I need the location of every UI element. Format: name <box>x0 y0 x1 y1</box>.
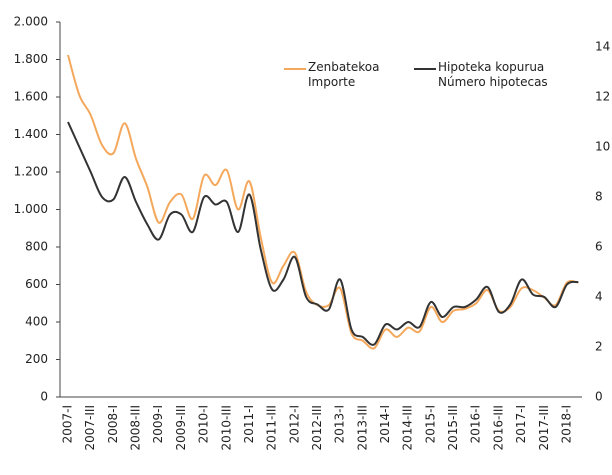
x-tick-label: 2014-III <box>401 405 415 451</box>
y-tick-label: 400 <box>25 315 48 329</box>
x-tick-label: 2011-III <box>265 405 279 451</box>
x-tick-label: 2007-I <box>61 405 75 443</box>
y-tick-label: 1.800 <box>14 52 48 66</box>
x-tick-label: 2016-I <box>469 405 483 443</box>
y-tick-label: 1.000 <box>14 202 48 216</box>
y2-tick-label: 10 <box>595 140 610 154</box>
x-tick-label: 2011-I <box>242 405 256 443</box>
y2-tick-label: 12 <box>595 90 610 104</box>
y-tick-label: 2.000 <box>14 15 48 29</box>
y2-tick-label: 0 <box>595 390 603 404</box>
x-tick-label: 2008-III <box>129 405 143 451</box>
x-tick-label: 2013-III <box>355 405 369 451</box>
x-tick-label: 2013-I <box>333 405 347 443</box>
y2-tick-label: 6 <box>595 240 603 254</box>
x-tick-label: 2017-III <box>537 405 551 451</box>
y-tick-label: 200 <box>25 352 48 366</box>
legend-swatch <box>414 68 436 70</box>
x-tick-label: 2008-I <box>106 405 120 443</box>
x-tick-label: 2009-III <box>174 405 188 451</box>
x-tick-label: 2018-I <box>559 405 573 443</box>
series-line <box>67 121 579 346</box>
x-tick-label: 2007-III <box>83 405 97 451</box>
y2-tick-label: 14 <box>595 40 610 54</box>
x-tick-label: 2010-I <box>197 405 211 443</box>
y2-tick-label: 2 <box>595 340 603 354</box>
x-tick-label: 2009-I <box>151 405 165 443</box>
y-tick-label: 1.600 <box>14 90 48 104</box>
y-tick-label: 1.200 <box>14 165 48 179</box>
y-tick-label: 0 <box>40 390 48 404</box>
x-tick-label: 2014-I <box>378 405 392 443</box>
x-tick-label: 2010-III <box>219 405 233 451</box>
x-tick-label: 2016-III <box>491 405 505 451</box>
x-tick-label: 2012-I <box>287 405 301 443</box>
y2-tick-label: 4 <box>595 290 603 304</box>
y-tick-label: 800 <box>25 240 48 254</box>
series-line <box>67 54 579 350</box>
x-tick-label: 2015-I <box>423 405 437 443</box>
y-tick-label: 600 <box>25 277 48 291</box>
x-tick-label: 2017-I <box>514 405 528 443</box>
x-tick-label: 2012-III <box>310 405 324 451</box>
x-tick-label: 2015-III <box>446 405 460 451</box>
legend-label: Zenbatekoa Importe <box>308 60 380 89</box>
legend-label: Hipoteka kopurua Número hipotecas <box>438 60 548 89</box>
y-tick-label: 1.400 <box>14 127 48 141</box>
y2-tick-label: 8 <box>595 190 603 204</box>
legend-swatch <box>284 68 306 70</box>
